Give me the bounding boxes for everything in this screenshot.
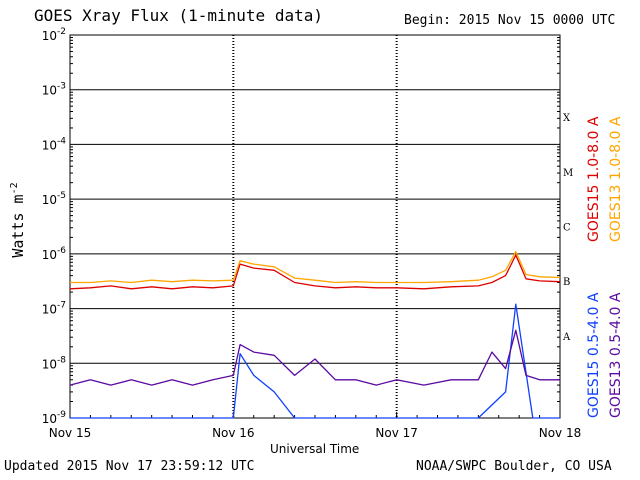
y-tick-label: 10-7: [42, 301, 66, 317]
legend-entry: GOES15 0.5-4.0 A: [586, 292, 602, 418]
y-tick-label: 10-2: [42, 27, 66, 43]
y-tick-label: 10-4: [42, 136, 67, 152]
x-tick-label: Nov 17: [375, 426, 418, 440]
flare-class-m: M: [563, 168, 573, 179]
updated-timestamp: Updated 2015 Nov 17 23:59:12 UTC: [4, 459, 255, 474]
series-line: [70, 303, 560, 419]
x-tick-label: Nov 18: [539, 426, 582, 440]
flare-class-b: B: [563, 277, 570, 288]
legend-entry: GOES13 1.0-8.0 A: [608, 116, 624, 242]
legend-entry: GOES13 0.5-4.0 A: [608, 292, 624, 418]
y-tick-label: 10-3: [42, 82, 66, 98]
x-axis-label: Universal Time: [270, 442, 360, 456]
flare-class-c: C: [563, 223, 571, 234]
chart-title: GOES Xray Flux (1-minute data): [34, 6, 323, 25]
y-tick-label: 10-8: [42, 355, 67, 371]
y-tick-label: 10-5: [42, 191, 66, 207]
series-line: [70, 250, 561, 284]
x-tick-label: Nov 16: [212, 426, 255, 440]
credit-label: NOAA/SWPC Boulder, CO USA: [416, 459, 612, 474]
flare-class-a: A: [562, 332, 571, 343]
flare-class-x: X: [563, 113, 571, 124]
y-tick-label: 10-6: [42, 246, 67, 262]
x-tick-label: Nov 15: [49, 426, 92, 440]
plot-frame: [69, 34, 561, 419]
series-line: [69, 254, 561, 290]
legend-entry: GOES15 1.0-8.0 A: [586, 116, 602, 242]
y-tick-label: 10-9: [42, 410, 67, 426]
begin-date-label: Begin: 2015 Nov 15 0000 UTC: [404, 13, 616, 28]
series-line: [69, 329, 560, 386]
